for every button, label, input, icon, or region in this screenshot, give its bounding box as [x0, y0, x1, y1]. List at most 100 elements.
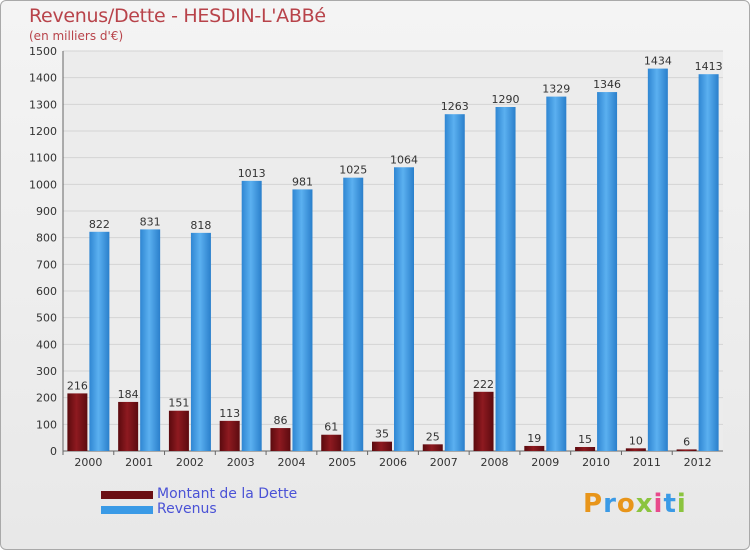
data-label-dette: 6 [683, 435, 690, 448]
data-label-dette: 113 [219, 407, 240, 420]
logo-letter: o [616, 489, 636, 519]
bar-dette [168, 410, 189, 451]
bar-revenus [698, 74, 719, 451]
data-label-dette: 151 [168, 397, 189, 410]
data-label-dette: 184 [118, 388, 139, 401]
data-label-dette: 35 [375, 428, 389, 441]
x-tick-label: 2009 [531, 456, 559, 469]
data-label-revenus: 981 [292, 175, 313, 188]
y-tick-label: 700 [36, 258, 57, 271]
y-tick-label: 300 [36, 365, 57, 378]
y-tick-label: 1200 [29, 125, 57, 138]
data-label-revenus: 818 [190, 219, 211, 232]
logo-letter: t [663, 489, 677, 519]
bar-revenus [292, 189, 313, 451]
bar-dette [676, 449, 697, 451]
y-tick-label: 400 [36, 338, 57, 351]
bar-dette [473, 391, 494, 451]
bar-revenus [647, 68, 668, 451]
y-tick-label: 1500 [29, 45, 57, 58]
bar-revenus [343, 177, 364, 451]
logo-letter: r [603, 489, 617, 519]
x-tick-label: 2008 [481, 456, 509, 469]
legend-swatch-revenus [101, 506, 153, 514]
y-tick-label: 0 [50, 445, 57, 458]
bar-layer [67, 68, 719, 452]
logo-letter: i [676, 489, 687, 519]
bar-dette [524, 445, 545, 451]
bar-revenus [190, 232, 211, 451]
bar-dette [67, 393, 88, 451]
data-label-revenus: 831 [140, 215, 161, 228]
axis-layer: 0 100 200 300 400 500 600 700 800 900 1000 1100 1200… [29, 45, 723, 469]
data-label-dette: 86 [273, 414, 287, 427]
bar-revenus [444, 114, 465, 451]
bar-dette [625, 448, 646, 451]
data-label-dette: 15 [578, 433, 592, 446]
x-tick-label: 2003 [227, 456, 255, 469]
plot-area [63, 51, 723, 451]
y-tick-label: 900 [36, 205, 57, 218]
proxiti-logo: Proxiti [583, 489, 687, 519]
data-label-dette: 19 [527, 432, 541, 445]
bar-revenus [241, 180, 262, 451]
x-tick-label: 2012 [684, 456, 712, 469]
data-label-revenus: 822 [89, 218, 110, 231]
chart-subtitle: (en milliers d'€) [29, 29, 124, 43]
bar-dette [118, 401, 139, 451]
legend-label-dette: Montant de la Dette [157, 486, 298, 502]
data-label-revenus: 1025 [339, 164, 367, 177]
x-tick-label: 2011 [633, 456, 661, 469]
legend-label-revenus: Revenus [157, 501, 217, 517]
bar-dette [321, 434, 342, 451]
x-tick-label: 2004 [277, 456, 305, 469]
data-label-dette: 10 [629, 434, 643, 447]
chart-title: Revenus/Dette - HESDIN-L'ABBé [29, 5, 326, 27]
data-label-dette: 61 [324, 421, 338, 434]
x-tick-label: 2006 [379, 456, 407, 469]
data-label-revenus: 1434 [644, 55, 672, 68]
y-tick-label: 1000 [29, 178, 57, 191]
label-layer: 2168221848311518181131013869816110253510… [67, 55, 723, 449]
bar-dette [270, 428, 291, 451]
y-tick-label: 1400 [29, 72, 57, 85]
bar-revenus [140, 229, 161, 451]
grid-layer [63, 50, 723, 452]
data-label-revenus: 1263 [441, 100, 469, 113]
bar-revenus [89, 231, 110, 451]
data-label-dette: 216 [67, 379, 88, 392]
data-label-dette: 25 [426, 430, 440, 443]
x-tick-label: 2001 [125, 456, 153, 469]
y-tick-label: 600 [36, 285, 57, 298]
data-label-revenus: 1290 [492, 93, 520, 106]
data-label-revenus: 1064 [390, 153, 418, 166]
bar-dette [372, 441, 392, 451]
y-tick-label: 1300 [29, 98, 57, 111]
bar-revenus [546, 96, 567, 451]
x-tick-label: 2007 [430, 456, 458, 469]
y-tick-label: 200 [36, 392, 57, 405]
y-tick-label: 500 [36, 312, 57, 325]
x-tick-label: 2010 [582, 456, 610, 469]
bar-revenus [597, 92, 618, 452]
data-label-revenus: 1413 [695, 60, 723, 73]
data-label-revenus: 1329 [542, 83, 570, 96]
bar-dette [575, 447, 596, 451]
legend-swatch-dette [101, 491, 153, 499]
x-tick-label: 2005 [328, 456, 356, 469]
y-tick-label: 100 [36, 418, 57, 431]
x-tick-label: 2002 [176, 456, 204, 469]
data-label-revenus: 1346 [593, 78, 621, 91]
data-label-dette: 222 [473, 378, 494, 391]
bar-revenus [394, 167, 414, 451]
logo-letter: i [653, 489, 664, 519]
bar-dette [422, 444, 443, 451]
logo-letter: P [583, 489, 604, 519]
y-tick-label: 800 [36, 232, 57, 245]
bar-revenus [495, 107, 516, 451]
logo-letter: x [635, 489, 654, 519]
bar-dette [219, 420, 240, 451]
data-label-revenus: 1013 [238, 167, 266, 180]
